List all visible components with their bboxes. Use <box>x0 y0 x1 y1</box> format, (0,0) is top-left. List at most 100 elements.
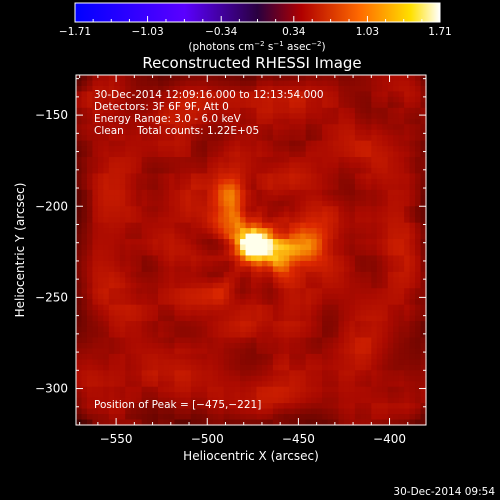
heatmap-cell <box>311 370 318 377</box>
heatmap-cell <box>349 408 356 415</box>
heatmap-cell <box>92 80 99 87</box>
heatmap-cell <box>229 337 236 344</box>
heatmap-cell <box>201 403 208 410</box>
heatmap-cell <box>409 80 416 87</box>
heatmap-cell <box>283 222 290 229</box>
heatmap-cell <box>305 326 312 333</box>
heatmap-cell <box>174 299 181 306</box>
heatmap-cell <box>108 157 115 164</box>
heatmap-cell <box>196 157 203 164</box>
heatmap-cell <box>207 206 214 213</box>
heatmap-cell <box>415 135 422 142</box>
heatmap-cell <box>393 386 400 393</box>
heatmap-cell <box>130 364 137 371</box>
heatmap-cell <box>81 403 88 410</box>
heatmap-cell <box>223 419 230 426</box>
heatmap-cell <box>196 255 203 262</box>
heatmap-cell <box>278 124 285 131</box>
heatmap-cell <box>404 293 411 300</box>
heatmap-cell <box>168 386 176 393</box>
heatmap-cell <box>76 353 83 360</box>
heatmap-cell <box>251 80 258 87</box>
heatmap-cell <box>201 118 208 125</box>
heatmap-cell <box>125 419 132 426</box>
heatmap-cell <box>240 403 247 410</box>
heatmap-cell <box>311 102 318 109</box>
heatmap-cell <box>316 151 323 158</box>
heatmap-cell <box>207 239 214 246</box>
heatmap-cell <box>365 419 372 426</box>
heatmap-cell <box>229 342 236 350</box>
heatmap-cell <box>267 326 274 333</box>
heatmap-cell <box>108 359 115 366</box>
heatmap-cell <box>349 375 356 382</box>
heatmap-cell <box>354 299 361 306</box>
heatmap-cell <box>382 364 389 371</box>
heatmap-cell <box>251 217 258 224</box>
heatmap-cell <box>289 342 296 350</box>
heatmap-cell <box>174 75 181 82</box>
heatmap-cell <box>147 403 154 410</box>
heatmap-cell <box>354 228 361 235</box>
heatmap-cell <box>240 332 247 339</box>
heatmap-cell <box>218 107 225 114</box>
heatmap-cell <box>272 96 279 103</box>
heatmap-cell <box>409 414 416 421</box>
heatmap-cell <box>179 113 186 120</box>
heatmap-cell <box>256 353 263 360</box>
heatmap-cell <box>212 211 219 218</box>
heatmap-cell <box>371 184 378 191</box>
heatmap-cell <box>114 157 121 164</box>
heatmap-cell <box>234 96 241 103</box>
heatmap-cell <box>382 233 389 240</box>
heatmap-cell <box>398 184 405 191</box>
heatmap-cell <box>141 386 148 393</box>
heatmap-cell <box>245 80 252 87</box>
heatmap-cell <box>251 260 258 268</box>
heatmap-cell <box>218 266 225 273</box>
heatmap-cell <box>376 124 383 131</box>
heatmap-cell <box>201 233 208 240</box>
heatmap-cell <box>130 85 137 93</box>
heatmap-cell <box>272 146 279 153</box>
heatmap-cell <box>201 321 208 328</box>
heatmap-cell <box>333 233 340 240</box>
heatmap-cell <box>409 135 416 142</box>
heatmap-cell <box>179 299 186 306</box>
heatmap-cell <box>338 124 345 131</box>
heatmap-cell <box>108 250 115 257</box>
heatmap-cell <box>76 96 83 103</box>
heatmap-cell <box>179 337 186 344</box>
heatmap-cell <box>136 167 143 175</box>
heatmap-cell <box>338 326 345 333</box>
heatmap-cell <box>409 184 416 191</box>
heatmap-cell <box>376 233 383 240</box>
heatmap-cell <box>251 364 258 371</box>
heatmap-cell <box>179 222 186 229</box>
heatmap-cell <box>185 244 192 251</box>
heatmap-cell <box>343 162 351 169</box>
heatmap-cell <box>201 140 208 147</box>
heatmap-cell <box>119 321 126 328</box>
heatmap-cell <box>174 151 181 158</box>
heatmap-cell <box>251 271 258 278</box>
heatmap-cell <box>223 288 230 295</box>
heatmap-cell <box>251 375 258 382</box>
heatmap-cell <box>289 315 296 322</box>
heatmap-cell <box>261 146 269 153</box>
heatmap-cell <box>103 271 110 278</box>
heatmap-cell <box>201 146 208 153</box>
heatmap-cell <box>196 85 203 93</box>
heatmap-cell <box>229 403 236 410</box>
heatmap-cell <box>415 228 422 235</box>
heatmap-cell <box>415 310 422 317</box>
heatmap-cell <box>97 124 104 131</box>
heatmap-cell <box>272 326 279 333</box>
heatmap-cell <box>229 348 236 355</box>
y-tick-label: −250 <box>35 290 68 304</box>
heatmap-cell <box>76 91 83 98</box>
heatmap-cell <box>103 113 110 120</box>
heatmap-cell <box>125 359 132 366</box>
heatmap-cell <box>289 310 296 317</box>
heatmap-cell <box>92 135 99 142</box>
